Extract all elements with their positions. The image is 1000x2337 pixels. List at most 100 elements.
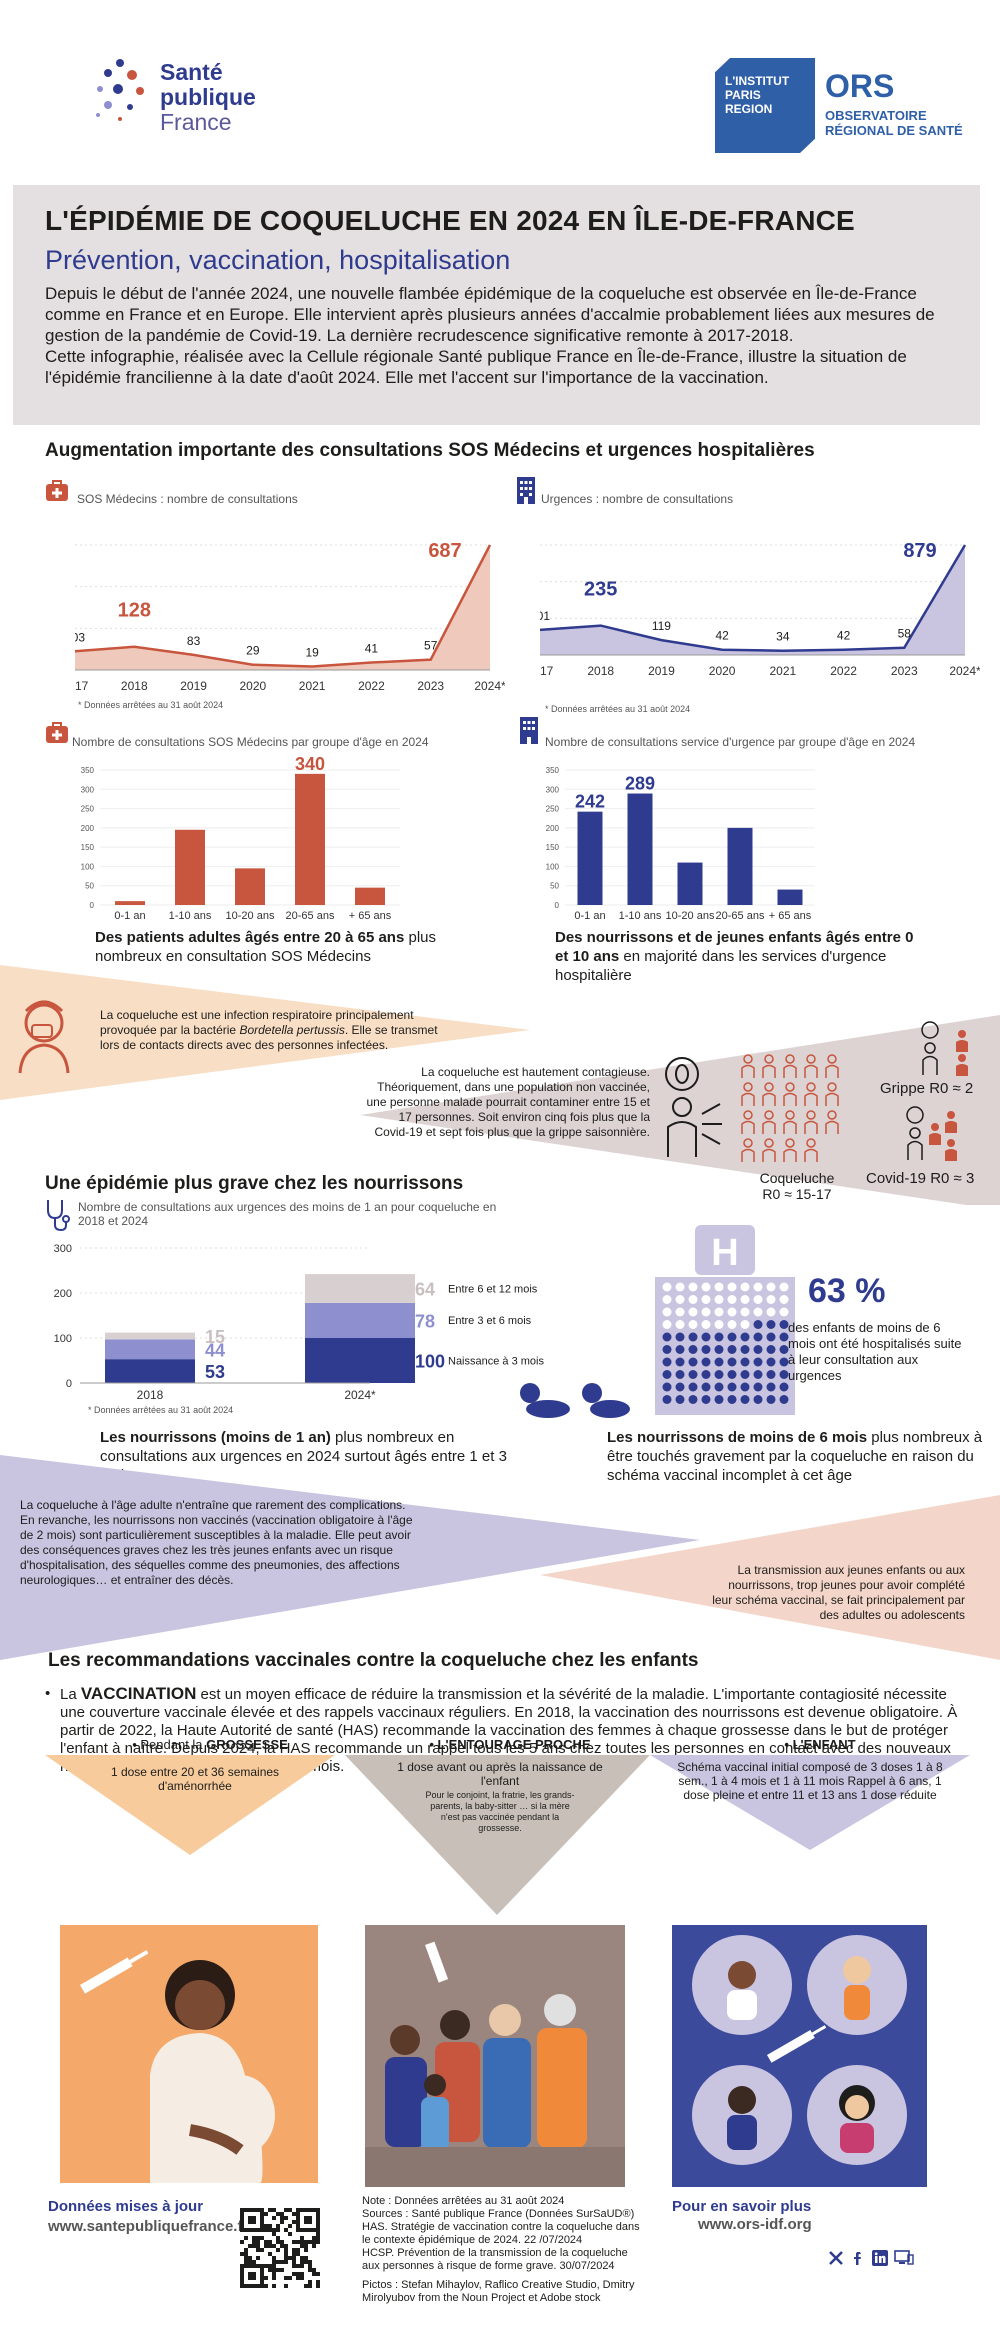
qr-module [284,2216,288,2220]
col2-text: 1 dose avant ou après la naissance de l'… [397,1760,603,1788]
person-body [741,1148,755,1162]
col3-text: Schéma vaccinal initial composé de 3 dos… [677,1760,943,1802]
hospital-dot [714,1295,724,1304]
qr-module [284,2284,288,2288]
col1-head-bold: GROSSESSE [206,1737,288,1752]
covid-people-icon [905,1105,975,1170]
hospital-dot [688,1345,698,1354]
person-body [762,1064,776,1078]
hospital-dot [753,1295,763,1304]
hospital-dot [727,1332,737,1342]
qr-module [252,2240,256,2244]
area-value-label: 83 [187,634,201,648]
person-head [827,1054,837,1064]
qr-module [296,2276,300,2280]
qr-module [300,2244,304,2248]
qr-module [248,2256,252,2260]
section3-title: Les recommandations vaccinales contre la… [48,1650,699,1671]
qr-module [276,2248,280,2252]
area-line [75,544,492,668]
hospital-dot [714,1382,724,1392]
area-fill [75,545,490,670]
qr-module [264,2284,268,2288]
hospital-icon-2 [518,715,540,750]
linkedin-icon[interactable] [872,2250,888,2266]
qr-module [268,2224,272,2228]
hospital-dot [779,1320,789,1329]
hospital-dot [701,1370,711,1379]
hospital-dot [779,1295,789,1304]
person-body [762,1120,776,1134]
bar-rect [577,811,603,905]
stacked-segment [305,1302,415,1338]
footer-right-url[interactable]: www.ors-idf.org [698,2216,812,2233]
qr-module [316,2232,320,2236]
qr-module [272,2228,276,2232]
stacked-value-label: 64 [415,1280,435,1300]
qr-module [300,2260,304,2264]
person-head [785,1082,795,1092]
band1-left-text-1: La coqueluche est une infection respirat… [100,1008,414,1037]
stethoscope-icon [44,1198,70,1237]
bar-x-label: + 65 ans [769,910,812,922]
area-x-label: 2020 [709,664,736,678]
hospital-dot [688,1295,698,1304]
qr-module [300,2236,304,2240]
qr-module [308,2284,312,2288]
area-x-label: 2017 [540,664,554,678]
child-illustration [672,1925,927,2187]
hospital-dot [753,1282,763,1292]
hospital-dot [688,1332,698,1342]
hospital-63-icon: H [655,1225,795,1415]
infant-right-caption: Les nourrissons de moins de 6 mois plus … [607,1428,997,1485]
qr-module [296,2248,300,2252]
hospital-dot [740,1295,750,1304]
qr-module [280,2240,284,2244]
facebook-icon[interactable] [850,2250,866,2266]
qr-module [268,2268,272,2272]
hospital-dot [675,1295,685,1304]
hospital-dot [740,1332,750,1342]
hospital-dot [727,1295,737,1304]
qr-module [276,2260,280,2264]
qr-module [272,2276,276,2280]
stacked-value-label: 44 [205,1340,225,1360]
percent-63: 63 % [808,1272,886,1310]
hospital-dot [714,1345,724,1354]
footer-left-url[interactable]: www.santepubliquefrance.fr [48,2218,249,2235]
qr-module [300,2264,304,2268]
hospital-dot [766,1332,776,1342]
hospital-dot [662,1357,672,1367]
person-body [804,1092,818,1106]
spf-line1: Santé [160,59,223,85]
hospital-dot [740,1307,750,1317]
bar-x-label: 0-1 an [574,910,605,922]
qr-module [288,2224,292,2228]
stacked-value-label: 100 [415,1352,445,1372]
footer-notes: Note : Données arrêtées au 31 août 2024 … [362,2195,642,2305]
person-head [743,1138,753,1148]
qr-module [264,2224,268,2228]
qr-module [256,2244,260,2248]
spf-dots-icon [96,59,144,121]
area-x-label: 2023 [891,664,918,678]
hospital-dot [714,1307,724,1317]
infant-right-caption-rest: plus nombreux à être touchés gravement p… [607,1429,983,1484]
stacked-x-label: 2024* [344,1388,376,1402]
area-value-label: 687 [428,540,461,562]
x-icon[interactable] [828,2250,844,2266]
col2-small: Pour le conjoint, la fratrie, les grands… [425,1790,575,1833]
section1-title: Augmentation importante des consultation… [45,440,815,461]
hospital-dot [675,1345,685,1354]
website-icon[interactable] [894,2250,914,2266]
qr-module [316,2284,320,2288]
hospital-icon [515,475,537,510]
qr-module [296,2272,300,2276]
qr-module [276,2212,280,2216]
qr-module [268,2252,272,2256]
qr-code-icon[interactable] [240,2208,320,2288]
hospital-dot [740,1370,750,1379]
urg-area-note: * Données arrêtées au 31 août 2024 [545,704,691,714]
qr-module [272,2208,276,2212]
person-body [783,1092,797,1106]
